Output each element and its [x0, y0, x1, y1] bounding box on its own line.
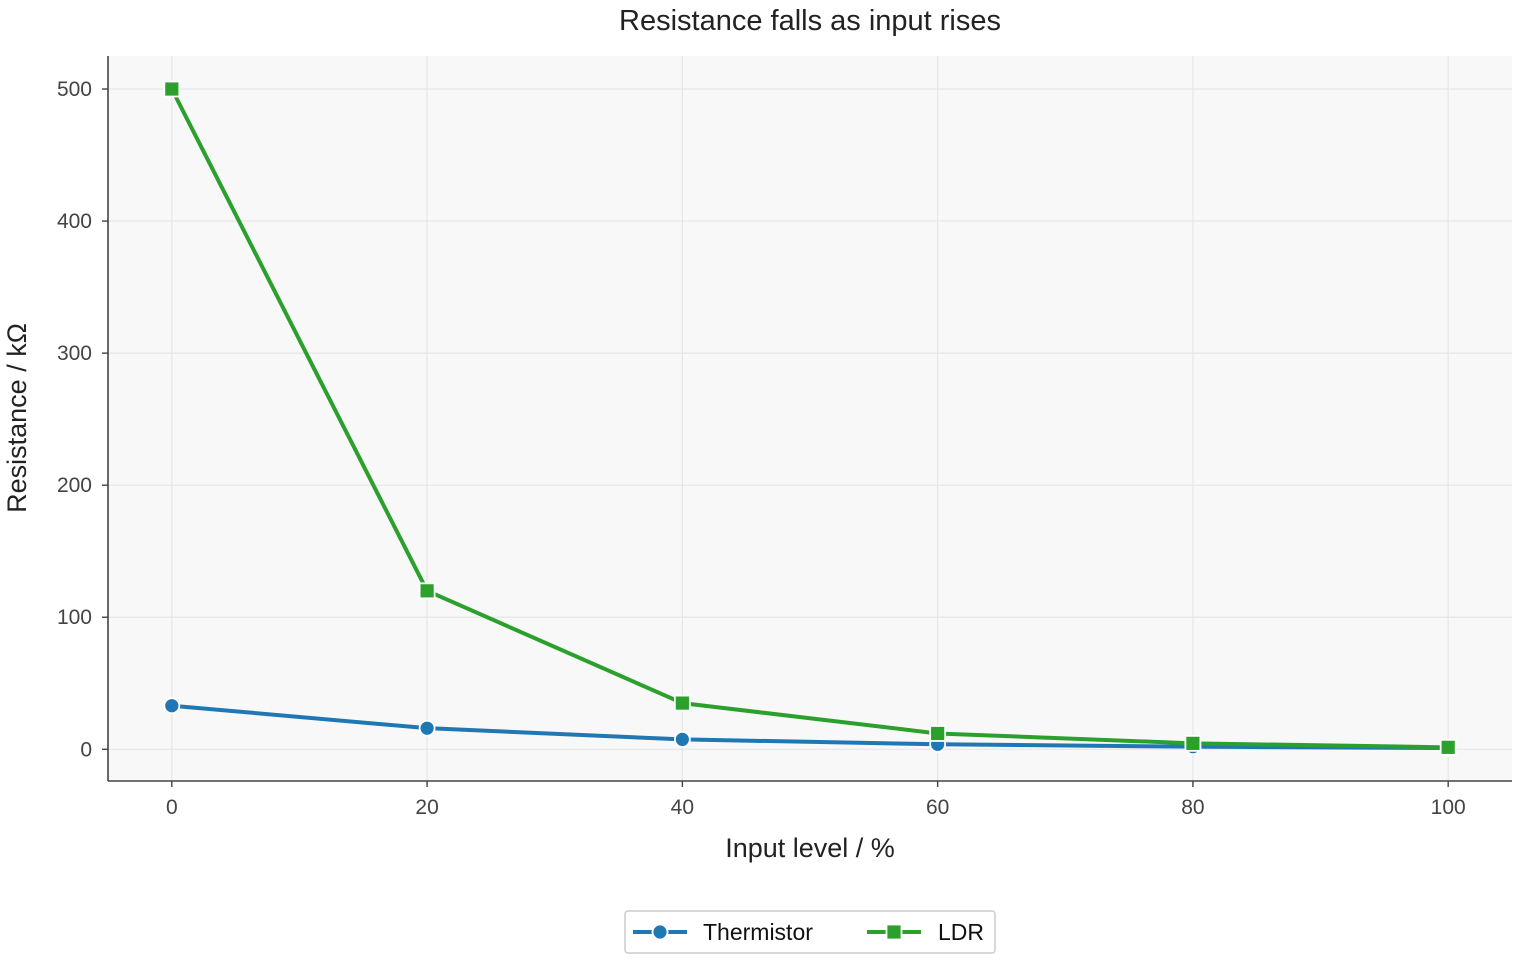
ldr-point-1: [418, 582, 436, 600]
thermistor-line: [171, 703, 1449, 750]
ldr-line: [170, 88, 1449, 750]
ldr-point-0: [163, 80, 181, 98]
legend-label-thermistor: Thermistor: [703, 919, 813, 945]
grid-lines: [108, 56, 1512, 781]
x-tick-label-5: 100: [1431, 796, 1466, 819]
x-tick-label-0: 0: [166, 796, 178, 819]
y-axis-ticks: 0 100 200 300 400 500: [57, 78, 108, 761]
legend-marker-ldr: [885, 923, 903, 941]
ldr-point-5: [1439, 738, 1457, 756]
legend-item-thermistor: Thermistor: [633, 919, 813, 945]
axes: [107, 56, 1512, 782]
legend-box: [624, 910, 996, 954]
x-tick-label-3: 60: [926, 796, 949, 819]
y-axis-label: Resistance / kΩ: [2, 323, 32, 513]
thermistor-point-2: [673, 731, 691, 748]
x-tick-label-1: 20: [415, 796, 438, 819]
y-tick-label-3: 300: [57, 342, 92, 365]
plot-area: [108, 56, 1512, 781]
chart-title: Resistance falls as input rises: [619, 5, 1001, 37]
thermistor-point-1: [418, 719, 436, 737]
ldr-point-4: [1184, 734, 1202, 752]
y-tick-label-2: 200: [57, 474, 92, 497]
ldr-series: [163, 80, 1457, 756]
x-tick-label-2: 40: [671, 796, 694, 819]
y-tick-label-0: 0: [80, 738, 92, 761]
legend: Thermistor LDR: [624, 910, 996, 954]
x-tick-label-4: 80: [1181, 796, 1204, 819]
legend-marker-thermistor: [651, 923, 669, 941]
ldr-point-3: [929, 725, 947, 742]
ldr-point-2: [673, 694, 691, 712]
y-tick-label-4: 400: [57, 210, 92, 233]
thermistor-point-0: [163, 697, 181, 715]
y-tick-label-1: 100: [57, 606, 92, 629]
y-tick-label-5: 500: [57, 78, 92, 101]
x-axis-label: Input level / %: [725, 833, 895, 863]
series-group: [163, 80, 1457, 757]
legend-item-ldr: LDR: [867, 919, 984, 945]
legend-label-ldr: LDR: [938, 919, 984, 945]
x-axis-ticks: 0 20 40 60 80 100: [166, 781, 1466, 819]
